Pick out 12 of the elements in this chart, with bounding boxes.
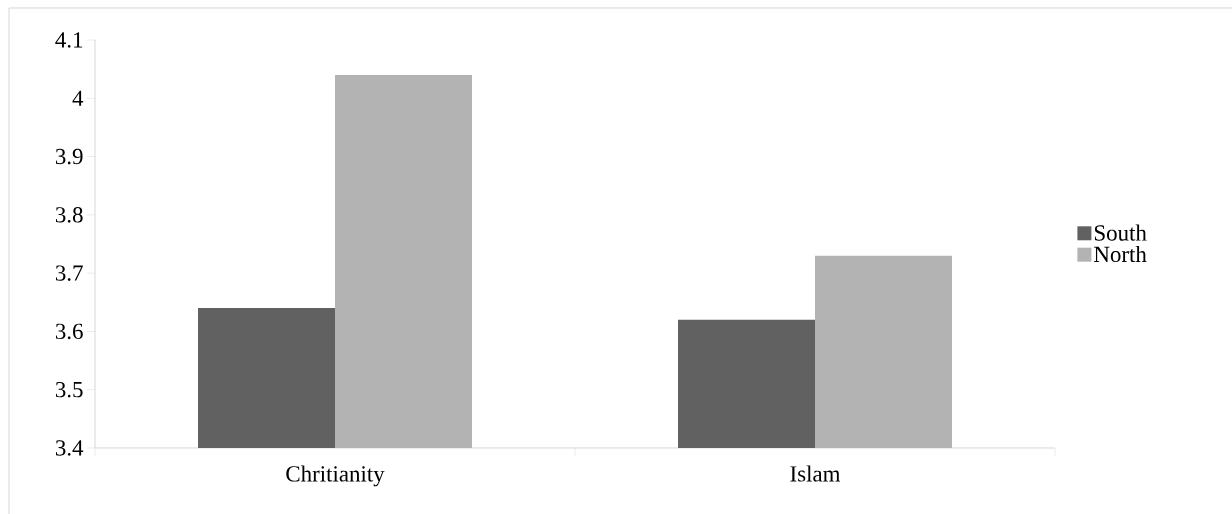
y-tick-label: 3.4 — [55, 440, 84, 456]
y-tick-label: 3.5 — [55, 381, 83, 398]
x-tick-label: Islam — [790, 465, 841, 482]
y-tick-label: 3.6 — [55, 323, 83, 340]
y-tick-label: 4.1 — [55, 32, 83, 48]
legend-label: North — [1094, 245, 1147, 263]
x-tick-label: Chritianity — [286, 465, 385, 487]
y-tick-label: 3.7 — [55, 265, 83, 281]
y-tick-label: 3.8 — [55, 207, 83, 223]
y-tick-label: 4 — [72, 90, 84, 106]
legend-label: South — [1094, 224, 1147, 241]
y-tick-label: 3.9 — [55, 148, 83, 165]
